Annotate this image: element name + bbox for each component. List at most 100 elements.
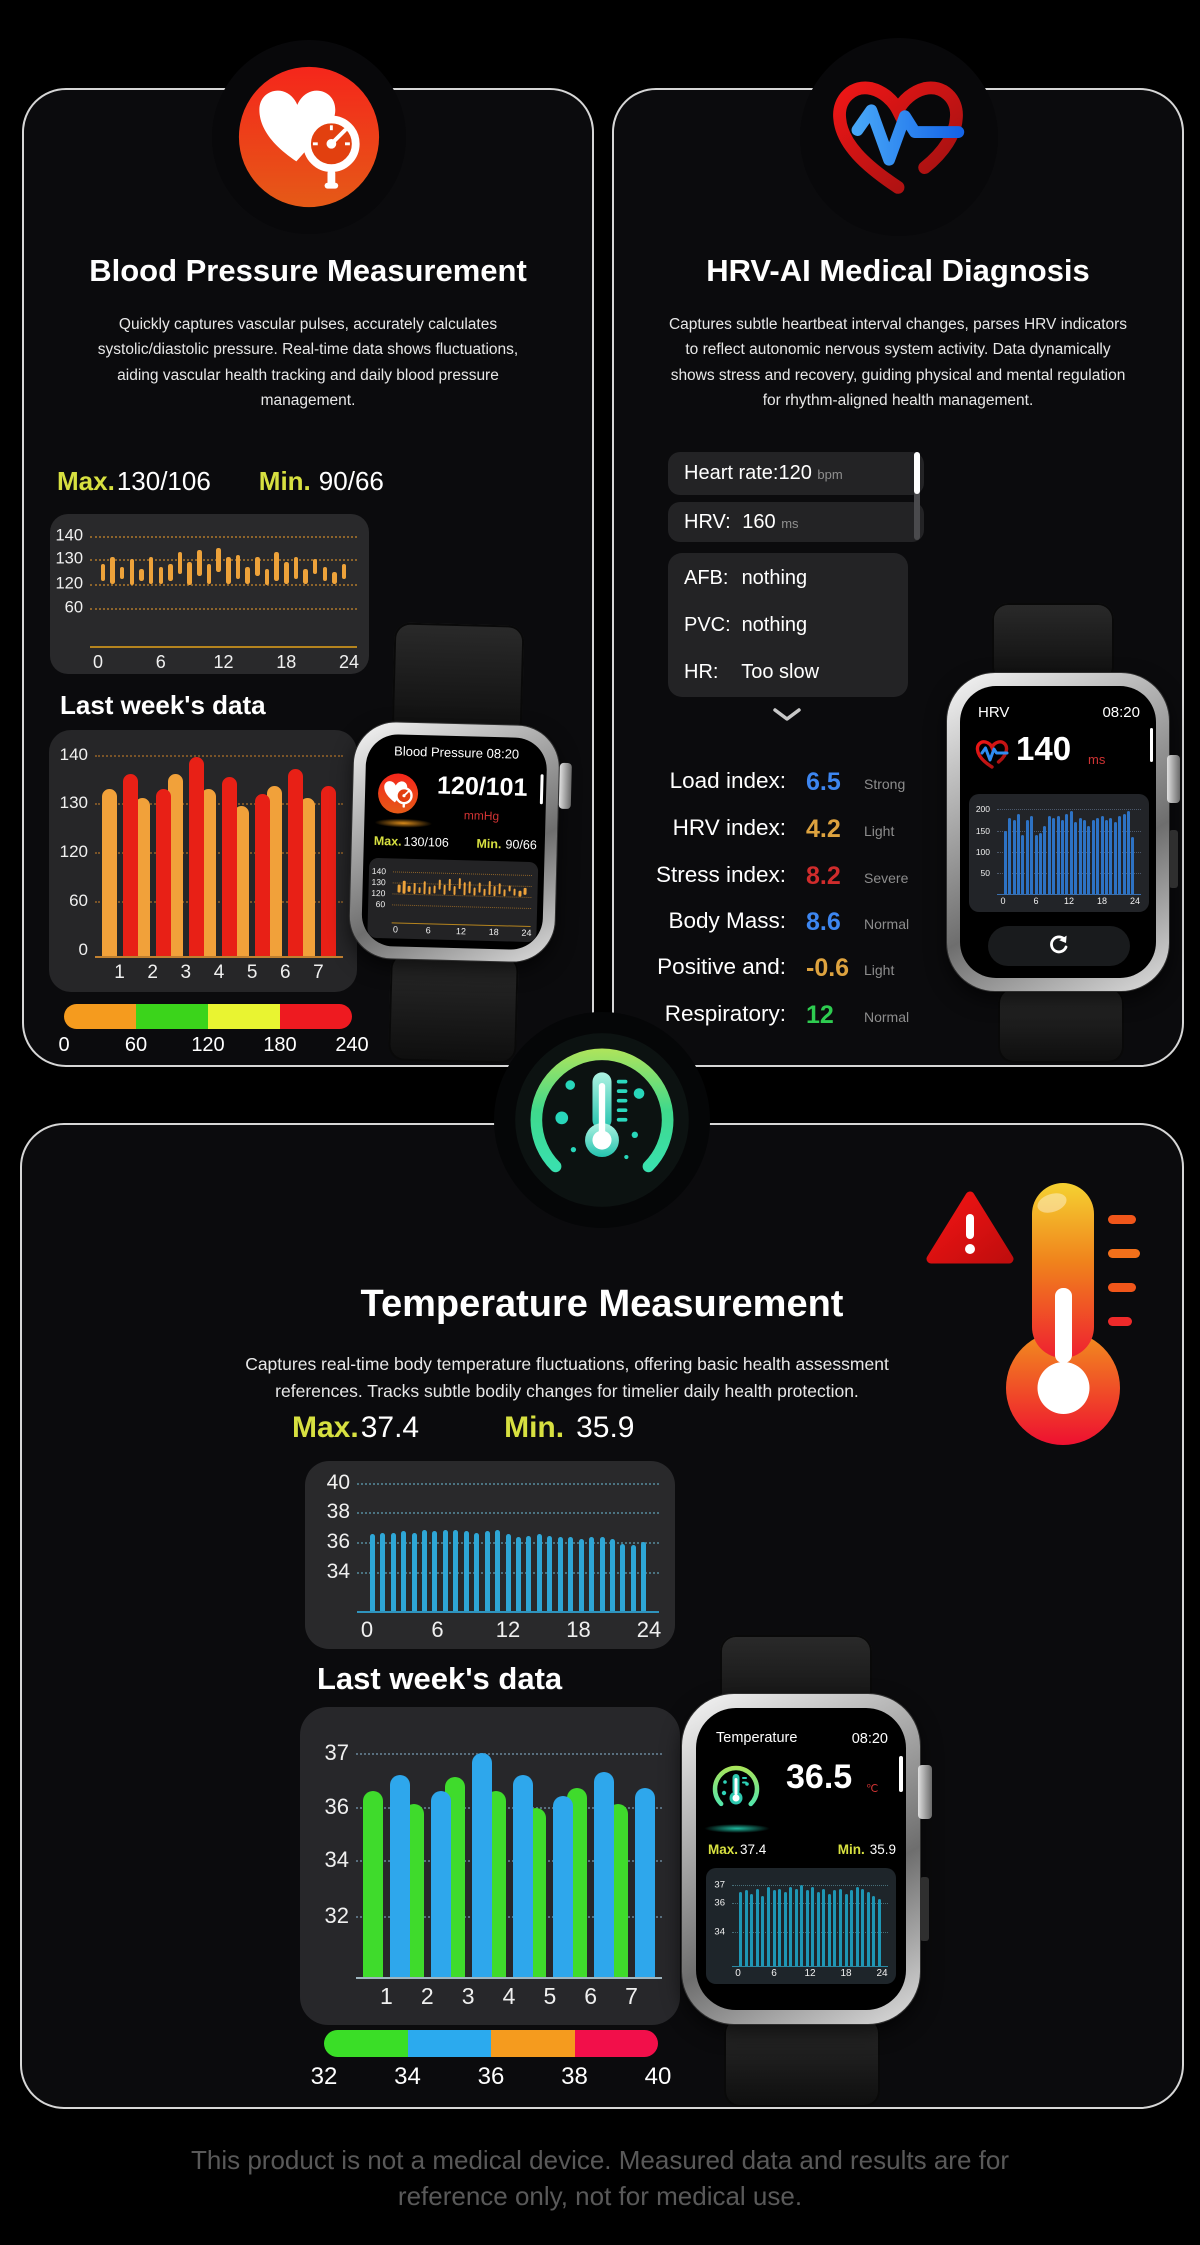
chart-bar [1025,819,1029,894]
chart-bar [578,1538,584,1611]
chart-bar [800,1885,804,1966]
chart-bar [513,888,517,896]
chart-bar [478,883,481,893]
chart-bar [805,1890,809,1966]
temp-watch-chart: 37 36 34 0 6 12 18 24 [706,1868,896,1984]
chart-bar [1087,826,1091,894]
chart-bar [630,1545,636,1611]
hrv-box: HRV: 160 ms [668,502,924,542]
chart-grid [95,803,343,806]
chart-bar [1100,815,1104,894]
chart-axis [997,894,1141,895]
chart-ylab: 130 [55,549,83,568]
chart-bar [274,552,279,582]
chart-grid [95,754,343,757]
chart-bar [402,881,406,894]
blood-pressure-heart-gauge-icon [238,66,380,208]
week-data-title: Last week's data [60,690,266,720]
card-title: Temperature Measurement [360,1283,844,1325]
max-value: 37.4 [360,1411,420,1444]
chart-bar [1043,826,1047,894]
scale-label: 34 [394,2063,421,2090]
chart-bar [866,1892,870,1966]
scale-label: 36 [477,2063,505,2090]
watch-time: 08:20 [486,745,520,762]
chart-bar [1056,815,1060,894]
chart-bar [255,557,260,577]
chart-grid [732,1931,888,1933]
chart-bar [505,1534,511,1611]
refresh-icon [1050,935,1068,954]
chart-bar [739,1892,743,1966]
chart-bar [411,1532,417,1611]
max-label: Max. [57,466,115,496]
index-label: Load index: [669,768,786,793]
chart-bar [234,805,250,956]
chart-ylab: 34 [324,1847,349,1873]
chart-xlab: 6 [584,1983,598,2009]
chart-bar [783,1892,787,1966]
chart-bar [766,1886,770,1966]
chart-bar [1069,811,1073,894]
chart-ylab: 140 [55,526,83,545]
index-level: Light [864,962,895,978]
index-row: Respiratory: 12 Normal [614,1001,944,1033]
chart-bar [468,881,471,894]
scale-label: 40 [644,2063,672,2090]
chart-bar [553,1796,574,1977]
chart-xlab: 6 [425,925,431,936]
icon-glow [704,1824,770,1833]
chart-xlab: 24 [1129,896,1141,906]
watch-max-min: Max. 37.4 Min. 35.9 [708,1842,896,1857]
chart-bar [484,1531,490,1611]
watch-strap-top [391,622,525,738]
chart-bar [523,887,527,895]
watch-time: 08:20 [1102,704,1140,721]
chart-bar [187,561,192,585]
chart-xlab: 0 [735,1968,741,1979]
chart-bar [188,757,204,956]
chart-bar [474,1532,480,1611]
chart-bar [134,798,150,956]
warning-icon [926,1191,1014,1264]
chart-bar [321,786,337,956]
chart-bar [453,1529,459,1611]
chart-bar [407,885,411,892]
chart-grid [997,809,1141,811]
hrv-unit: ms [1088,752,1106,767]
scale-segment [407,2030,491,2057]
chart-bar [1012,819,1016,894]
max-label: Max. [292,1411,359,1444]
chart-ylab: 130 [371,876,386,887]
chart-bar [245,566,250,584]
chart-grid [357,1482,659,1485]
chart-bar [1047,815,1051,894]
chart-bar [433,885,436,894]
chart-bar [838,1888,842,1966]
chart-ylab: 36 [324,1793,349,1819]
index-value: 12 [806,1001,834,1029]
chart-grid [997,851,1141,853]
temp-24h-chart: 40 38 36 34 0 6 12 18 24 [305,1461,675,1649]
watch-side-button [1169,830,1178,888]
chart-bar [463,882,466,896]
hrv-app-icon [975,740,1009,769]
chart-bar [226,557,231,585]
chart-bar [129,559,135,585]
watch-strap-bottom [388,952,519,1064]
chart-bar [167,774,183,956]
temperature-card: Temperature Measurement Captures real-ti… [20,1012,1184,2109]
watch-crown [1167,755,1180,803]
bp-unit: mmHg [463,808,500,824]
chart-bar [1118,815,1122,894]
chart-bar [421,1529,427,1611]
chart-bar [430,1790,451,1977]
chart-bar [833,1890,837,1966]
chart-bar [158,566,163,585]
chart-ylab: 34 [326,1560,350,1584]
chart-bar [442,1529,448,1611]
chart-xlab: 18 [1096,896,1108,906]
measure-button [988,926,1130,966]
chart-bar [1060,819,1064,894]
bp-reading: 120/101 [436,771,528,802]
